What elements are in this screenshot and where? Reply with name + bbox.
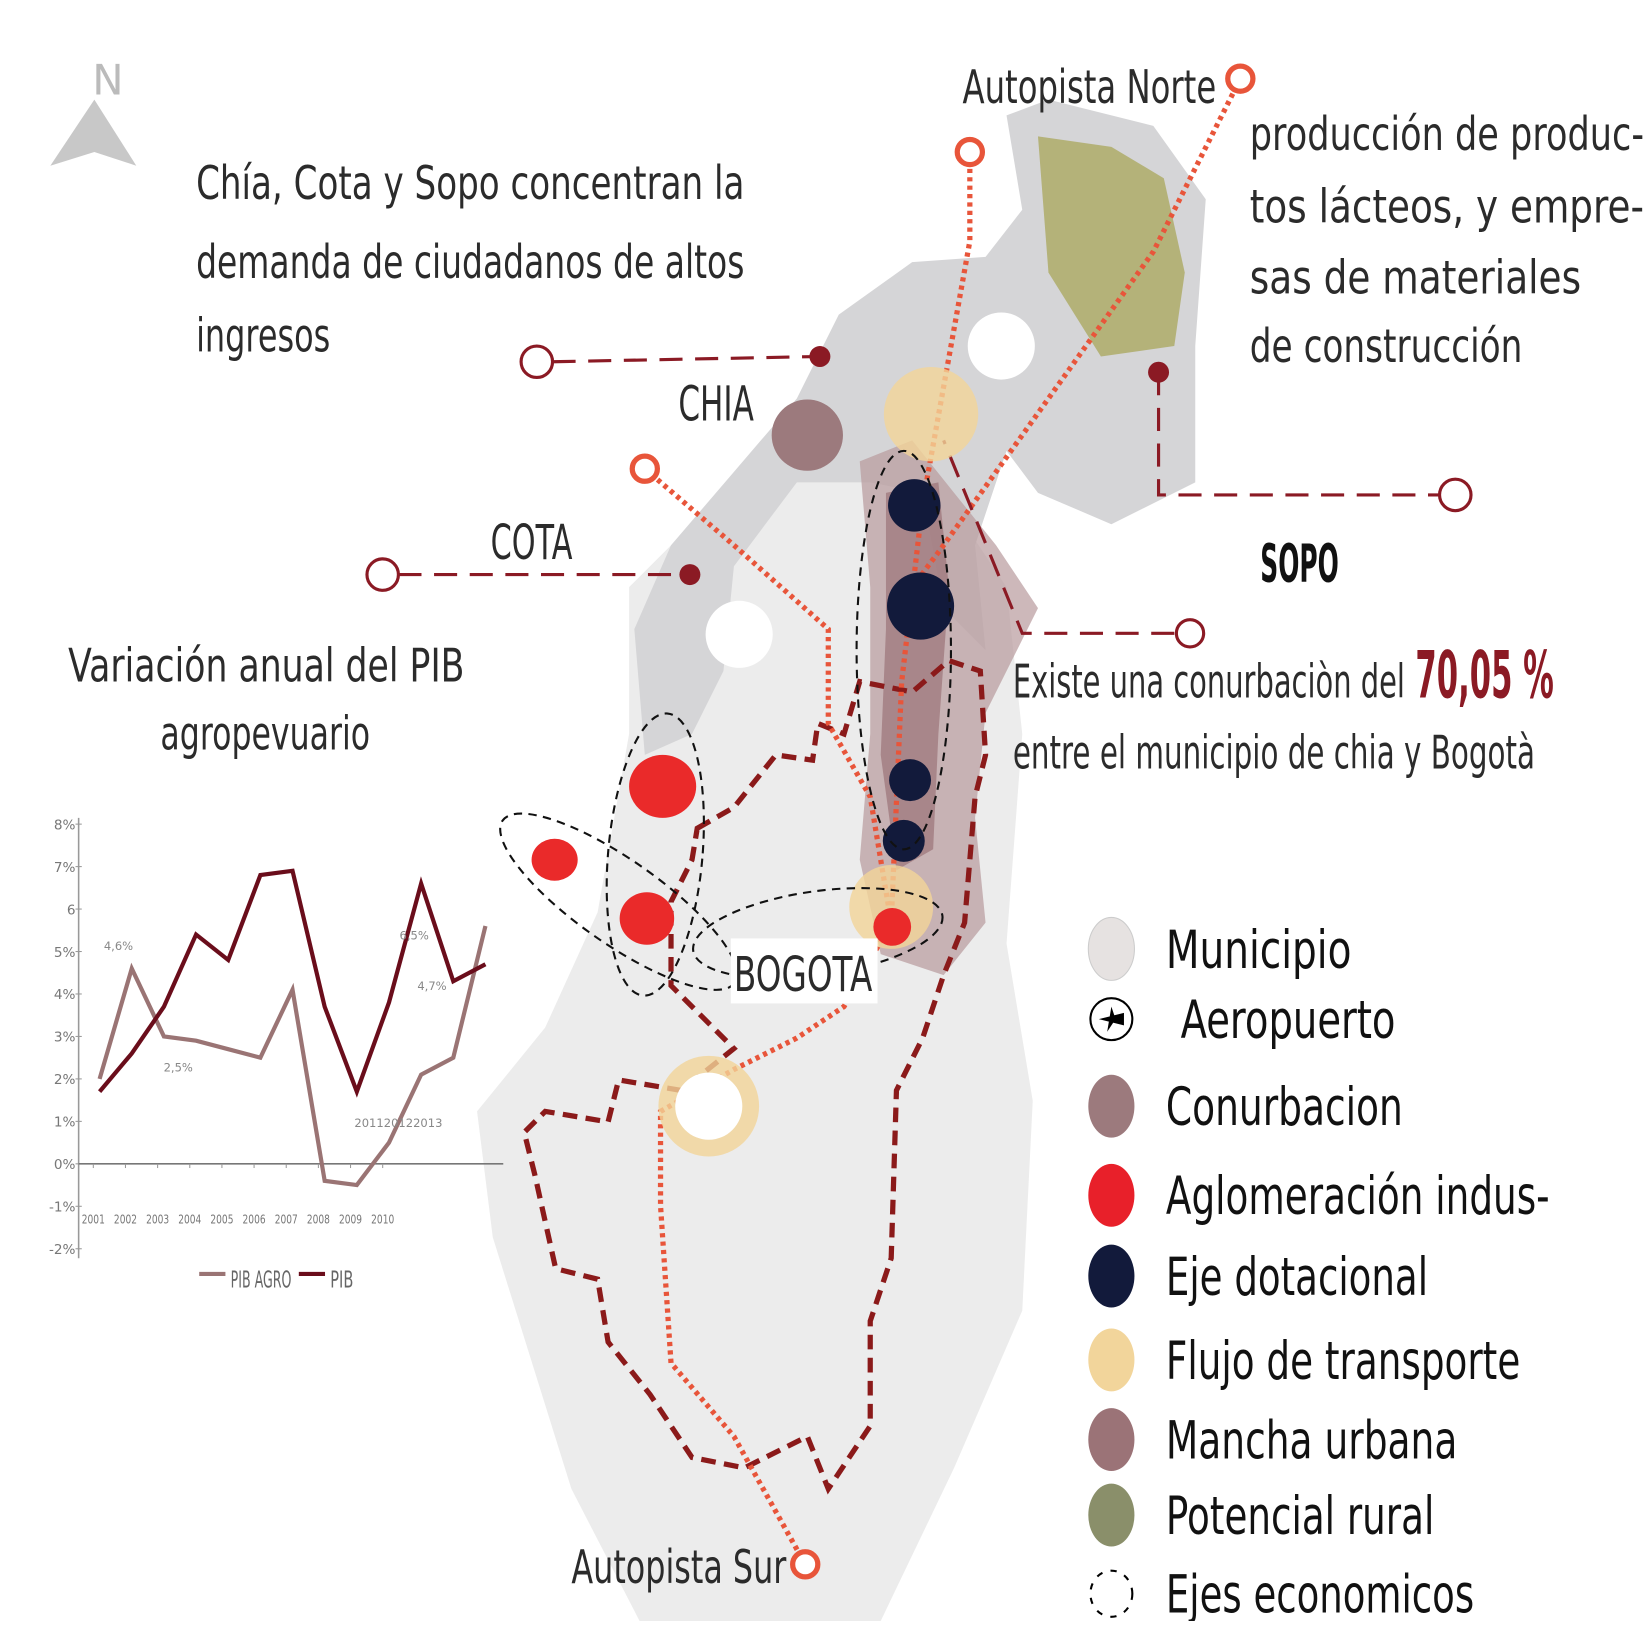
legend-symbol — [1088, 1408, 1134, 1471]
y-tick-label: 8% — [54, 817, 76, 833]
legend-symbol — [1088, 1075, 1134, 1138]
legend-symbol — [1088, 917, 1134, 980]
intro-line: demanda de ciudadanos de altos — [196, 235, 744, 289]
legend-label: Aglomeración indus- — [1166, 1166, 1550, 1227]
y-tick-label: 3% — [54, 1030, 76, 1046]
y-tick-label: 4% — [54, 987, 76, 1003]
x-tick-label: 2010 — [371, 1212, 394, 1227]
annotation: 4,6% — [104, 939, 133, 953]
legend-label: Aeropuerto — [1181, 990, 1396, 1051]
sopo-note: tos lácteos, y empre- — [1250, 179, 1644, 233]
sopo-note: producción de produc- — [1250, 107, 1644, 161]
annotation: 6,5% — [400, 928, 429, 942]
x-tick-label: 2001 — [82, 1212, 105, 1227]
x-tick-label: 2009 — [339, 1212, 362, 1227]
x-tick-label: 2003 — [146, 1212, 169, 1227]
legend-label: PIB AGRO — [231, 1268, 292, 1294]
legend-symbol — [1088, 1484, 1134, 1547]
y-tick-label: 2% — [54, 1072, 76, 1088]
north-label: N — [92, 55, 123, 104]
legend: Municipio Aeropuerto Conurbacion Aglomeraci… — [1088, 917, 1549, 1621]
annotation: 2,5% — [164, 1061, 193, 1075]
x-tick-label: 2002 — [114, 1212, 137, 1227]
legend-label: Ejes economicos — [1166, 1565, 1474, 1621]
conurbation-text: entre el municipio de chia y Bogotà — [1013, 726, 1535, 780]
legend-label: Flujo de transporte — [1166, 1331, 1520, 1392]
x-tick-label: 2005 — [210, 1212, 233, 1227]
road-label: Autopista Norte — [962, 60, 1216, 114]
x-tick-label: 2004 — [178, 1212, 201, 1227]
legend-symbol — [1088, 1164, 1134, 1227]
x-tick-label: 2007 — [275, 1212, 298, 1227]
chart: -2% -1% 0% 1% 2% 3% 4% 5% 6 7% 8% 2001 2002 2003 2004 2… — [49, 817, 503, 1293]
y-tick-label: 7% — [54, 860, 76, 876]
road-label: Autopista Sur — [571, 1540, 786, 1594]
sopo-note: de construcción — [1250, 319, 1523, 373]
y-tick-label: -1% — [49, 1200, 76, 1216]
annotation: 2012 — [384, 1116, 413, 1130]
y-tick-label: 6 — [67, 902, 76, 918]
x-tick-label: 2008 — [307, 1212, 330, 1227]
y-tick-label: 5% — [54, 945, 76, 961]
legend-symbol — [1090, 1571, 1132, 1617]
north-arrow — [50, 100, 136, 166]
series-line — [100, 926, 486, 1185]
place-label: COTA — [491, 515, 573, 571]
legend-symbol — [1088, 1245, 1134, 1308]
legend-label: Mancha urbana — [1166, 1410, 1457, 1471]
y-tick-label: 0% — [54, 1157, 76, 1173]
annotation: 2011 — [354, 1116, 383, 1130]
conurbation-value: 70,05 % — [1415, 638, 1553, 713]
legend-label: Municipio — [1166, 920, 1352, 981]
legend-label: PIB — [330, 1268, 353, 1294]
chart-title: Variación anual del PIB — [68, 639, 464, 693]
y-tick-label: -2% — [49, 1242, 76, 1258]
intro-line: Chía, Cota y Sopo concentran la — [196, 156, 744, 210]
place-label: SOPO — [1260, 534, 1339, 595]
legend-symbol — [1088, 1328, 1134, 1391]
legend-label: Potencial rural — [1166, 1486, 1434, 1547]
conurbation-text: Existe una conurbaciòn del — [1013, 654, 1405, 708]
chart-title: agropevuario — [160, 707, 370, 761]
intro-line: ingresos — [196, 308, 330, 362]
sopo-note: sas de materiales — [1250, 251, 1581, 305]
annotation: 2013 — [413, 1116, 442, 1130]
place-label: BOGOTA — [734, 947, 872, 1003]
legend-label: Conurbacion — [1166, 1077, 1403, 1138]
annotation: 4,7% — [417, 979, 446, 993]
x-tick-label: 2006 — [243, 1212, 266, 1227]
place-label: CHIA — [678, 376, 753, 432]
legend-label: Eje dotacional — [1166, 1247, 1428, 1308]
map-infographic: N Chía, Cota y Sopo concentran la demand… — [0, 0, 1644, 1621]
y-tick-label: 1% — [54, 1115, 76, 1131]
